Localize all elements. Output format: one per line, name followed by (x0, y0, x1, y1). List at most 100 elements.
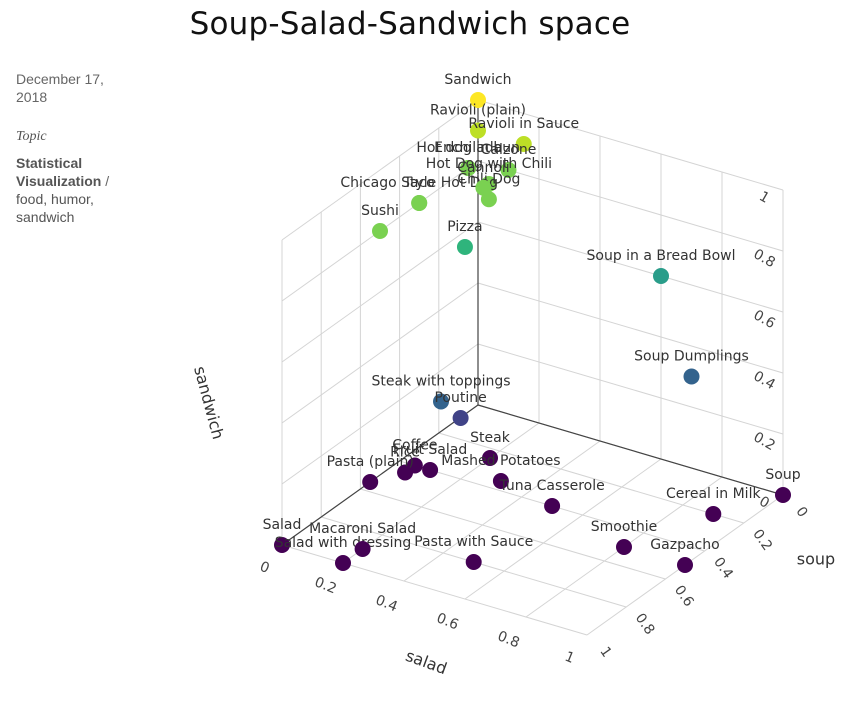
data-point[interactable] (397, 464, 414, 481)
topic-link[interactable]: Statistical Visualization (16, 155, 102, 189)
point-label: Gazpacho (650, 537, 719, 553)
grid-line (438, 432, 744, 524)
axis-line (477, 404, 784, 496)
data-point[interactable] (677, 557, 693, 573)
topic-label: Topic (16, 129, 47, 144)
point-label: Mashed Potatoes (441, 453, 560, 469)
data-point[interactable] (372, 223, 388, 239)
point-label: Salad (263, 517, 302, 533)
soup-tick-label: 0 (257, 559, 271, 577)
soup-tick-label: 0.4 (373, 592, 400, 615)
grid-line (477, 282, 784, 374)
point-label: Tuna Casserole (498, 478, 604, 494)
grid-line (360, 488, 666, 580)
topic-line: Statistical Visualization / food, humor,… (16, 154, 131, 226)
point-label: Chili Dog (457, 171, 520, 187)
soup-tick-label: 0.2 (312, 574, 339, 597)
data-point[interactable] (422, 462, 439, 478)
point-label: Sandwich (444, 72, 511, 88)
point-label: Pasta with Sauce (414, 534, 533, 550)
point-label: Pizza (447, 219, 482, 235)
grid-line (477, 99, 784, 191)
topic-tags[interactable]: food, humor, sandwich (16, 191, 94, 225)
point-label: Taco (403, 175, 435, 191)
axis-line (281, 404, 479, 546)
soup-tick-label: 0.6 (434, 610, 461, 633)
salad-tick-label: 0.8 (632, 610, 658, 637)
sandwich-tick-label: 0.6 (751, 307, 778, 332)
point-label: Ravioli (plain) (430, 103, 526, 119)
grid-line (477, 221, 784, 313)
data-point[interactable] (492, 473, 509, 489)
data-point[interactable] (683, 368, 700, 385)
data-point[interactable] (335, 555, 351, 571)
data-point[interactable] (274, 537, 290, 553)
point-label: Chicago Style Hot Dog (340, 175, 498, 191)
data-point[interactable] (470, 122, 486, 139)
salad-tick-label: 0 (792, 504, 810, 520)
data-point[interactable] (482, 450, 498, 466)
grid-line (464, 458, 662, 600)
topic-separator: / (101, 173, 110, 189)
sandwich-tick-label: 0.8 (751, 246, 778, 271)
data-point[interactable] (465, 554, 482, 570)
data-point[interactable] (475, 179, 492, 196)
salad-tick-label: 1 (596, 644, 614, 660)
point-label: Steak (470, 430, 511, 446)
sandwich-axis-title: sandwich (190, 364, 228, 441)
publish-date: December 17, 2018 (16, 71, 104, 105)
data-point[interactable] (354, 541, 371, 557)
point-label: Soup in a Bread Bowl (587, 248, 736, 264)
point-label: Coffee (392, 438, 437, 454)
point-label: Fruit Salad (393, 442, 467, 458)
data-point[interactable] (500, 162, 517, 178)
grid-line (281, 282, 479, 424)
data-point[interactable] (515, 136, 532, 152)
data-point[interactable] (705, 506, 722, 522)
point-label: Steak with toppings (371, 374, 510, 390)
sandwich-tick-label: 1 (756, 189, 772, 207)
point-label: Soup (765, 467, 800, 483)
data-point[interactable] (616, 539, 632, 555)
sandwich-tick-label: 0.4 (751, 368, 778, 393)
grid-line (281, 343, 479, 485)
article-meta: December 17, 2018 Topic Statistical Visu… (16, 70, 131, 226)
grid-line (281, 544, 588, 636)
point-label: Cereal in Milk (666, 486, 761, 502)
salad-tick-label: 0.2 (749, 526, 775, 553)
grid-line (403, 440, 601, 582)
soup-tick-label: 0.8 (495, 628, 522, 651)
axis-spines (281, 100, 784, 546)
point-label: Rice (390, 445, 420, 461)
data-point[interactable] (460, 160, 477, 176)
grid-line (342, 422, 540, 564)
grid-line (477, 343, 784, 435)
point-label: Hot dog in bun (416, 140, 520, 156)
point-label: Poutine (434, 390, 486, 406)
data-point[interactable] (775, 487, 791, 503)
data-point[interactable] (456, 239, 473, 255)
data-points: Sandwich Ravioli (plain)Ravioli in Sauce H… (263, 72, 801, 573)
data-point[interactable] (452, 410, 469, 426)
grid-line (281, 99, 479, 241)
grid-line (281, 221, 479, 363)
point-label: Hot Dog with Chili (426, 156, 552, 172)
point-label: Pasta (plain) (327, 454, 414, 470)
chart-title: Soup-Salad-Sandwich space (189, 6, 631, 42)
point-label: Salad with dressing (275, 535, 412, 551)
data-point[interactable] (411, 195, 428, 211)
sandwich-tick-label: 0.2 (751, 429, 778, 454)
salad-axis-title: salad (403, 646, 449, 678)
salad-tick-label: 0.4 (710, 554, 736, 581)
data-point[interactable] (470, 92, 486, 108)
point-label: Cannoli (457, 160, 509, 176)
data-point[interactable] (433, 393, 449, 410)
data-point[interactable] (362, 474, 379, 490)
point-label: Calzone (481, 142, 537, 158)
tick-labels: 00.20.40.60.8100.20.40.60.8100.20.40.60.… (257, 189, 810, 667)
soup-tick-label: 1 (562, 649, 576, 667)
data-point[interactable] (653, 268, 669, 284)
data-point[interactable] (544, 498, 561, 514)
point-label: Ravioli in Sauce (468, 116, 579, 132)
